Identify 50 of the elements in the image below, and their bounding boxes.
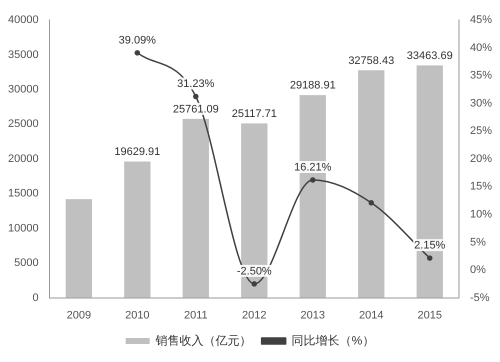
point [310,177,316,183]
y2-tick-label: 25% [470,125,492,138]
y-tick-label: 35000 [8,48,39,61]
point [426,255,432,261]
y-tick-label: 40000 [8,14,39,26]
x-tick-label: 2010 [125,309,150,322]
data-label: 29188.91 [290,80,336,92]
x-tick-label: 2015 [418,309,442,322]
y-tick-label: 25000 [8,118,39,130]
y-tick-label: 30000 [8,83,39,96]
data-label: 16.21% [294,161,332,174]
y-tick-label: 0 [32,292,39,304]
y2-tick-label: 0% [470,264,486,276]
bar [358,70,384,298]
y2-tick-label: 35% [470,70,492,82]
data-label: 39.09% [118,34,156,46]
y2-tick-label: 5% [470,236,486,248]
data-label: 25117.71 [232,108,277,120]
x-tick-label: 2014 [359,309,384,322]
y2-tick-label: 10% [470,208,492,220]
y-tick-label: 5000 [14,257,39,270]
y-tick-label: 10000 [8,222,39,234]
y2-tick-label: 40% [470,42,492,54]
x-tick-label: 2012 [242,309,267,322]
bar [124,161,150,298]
legend-label: 同比增长（%） [292,333,374,348]
point [252,281,258,287]
legend-label: 销售收入（亿元） [154,333,252,348]
point [193,94,199,100]
data-label: 25761.09 [172,103,219,116]
bar [66,199,92,298]
point [368,200,374,206]
data-label: -2.50% [236,265,272,278]
point [134,50,140,56]
data-label: 31.23% [177,78,215,90]
y2-tick-label: -5% [470,292,490,304]
data-label: 32758.43 [348,54,394,67]
y2-tick-label: 45% [470,14,492,26]
x-tick-label: 2011 [184,309,208,322]
bar [182,118,209,298]
y-tick-label: 15000 [8,188,39,200]
data-label: 2.15% [414,240,446,252]
x-tick-label: 2013 [300,309,326,322]
y2-tick-label: 15% [470,180,492,193]
y2-tick-label: 30% [470,97,492,110]
y-tick-label: 20000 [8,152,39,165]
data-label: 19629.91 [114,146,160,158]
data-label: 33463.69 [406,50,453,62]
x-tick-label: 2009 [66,309,92,322]
y2-tick-label: 20% [470,152,492,165]
